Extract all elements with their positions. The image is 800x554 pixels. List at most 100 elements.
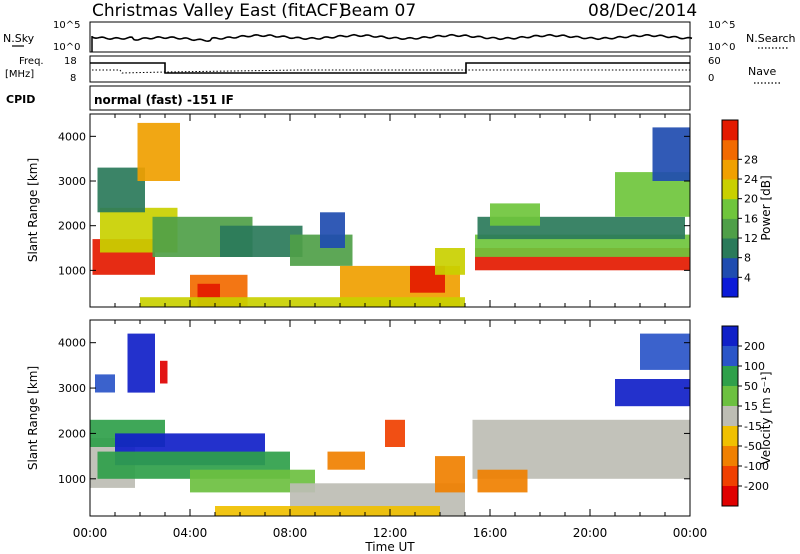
velocity-region [477,469,528,493]
velocity-colorbar-tick-label: -50 [744,440,762,453]
velocity-colorbar-swatch [722,386,738,407]
velocity-ytick-label: 1000 [58,473,86,486]
power-colorbar-swatch [722,257,738,278]
velocity-region [327,451,365,470]
nsky-series-line [91,33,693,43]
x-tick-label: 04:00 [173,526,208,540]
velocity-colorbar-tick-label: 15 [744,400,758,413]
power-colorbar-tick-label: 8 [744,252,751,265]
velocity-region [435,456,465,493]
power-colorbar-swatch [722,277,738,298]
x-tick-label: 00:00 [673,526,708,540]
velocity-colorbar-swatch [722,346,738,367]
power-region [97,167,145,213]
nsearch-tick-low: 10^0 [708,42,735,53]
power-colorbar-tick-label: 12 [744,232,758,245]
power-colorbar-swatch [722,159,738,180]
velocity-colorbar-swatch [722,446,738,467]
velocity-region [640,333,690,370]
velocity-colorbar-tick-label: 100 [744,360,765,373]
cpid-mode: normal (fast) -151 IF [94,93,234,107]
velocity-ytick-label: 3000 [58,382,86,395]
power-colorbar-tick-label: 28 [744,153,758,166]
nsky-tick-high: 10^5 [53,20,80,31]
nave-label: Nave [748,65,776,78]
velocity-colorbar-swatch [722,366,738,387]
velocity-region [95,374,115,393]
velocity-region [215,506,440,516]
velocity-colorbar-tick-label: -200 [744,480,769,493]
beam-label: Beam 07 [340,1,416,21]
nsky-tick-low: 10^0 [53,42,80,53]
power-colorbar-tick-label: 20 [744,193,758,206]
power-colorbar-swatch [722,179,738,200]
power-region [220,225,303,257]
nave-tick-high: 60 [708,56,721,67]
freq-unit-label: [MHz] [5,69,34,80]
velocity-colorbar-swatch [722,326,738,347]
velocity-colorbar-swatch [722,406,738,427]
power-colorbar-swatch [722,139,738,160]
x-tick-label: 12:00 [373,526,408,540]
velocity-colorbar-label: Velocity [m s⁻¹] [759,371,773,464]
velocity-colorbar-tick-label: 200 [744,340,765,353]
nave-tick-low: 0 [708,73,714,84]
velocity-colorbar-swatch [722,466,738,487]
cpid-panel-frame [89,85,691,111]
nsearch-tick-high: 10^5 [708,20,735,31]
power-colorbar-swatch [722,198,738,219]
x-tick-label: 00:00 [73,526,108,540]
power-colorbar-swatch [722,218,738,239]
freq-panel-frame [89,55,691,83]
power-colorbar-tick-label: 4 [744,271,751,284]
velocity-ytick-label: 4000 [58,337,86,350]
power-ytick-label: 3000 [58,175,86,188]
velocity-colorbar-swatch [722,486,738,507]
power-region [652,127,690,181]
station-title: Christmas Valley East (fitACF) [92,1,345,21]
x-tick-label: 08:00 [273,526,308,540]
power-colorbar-swatch [722,120,738,141]
velocity-region [472,419,690,479]
date-label: 08/Dec/2014 [588,1,697,21]
freq-series-line [90,62,690,74]
power-colorbar-frame [721,119,739,298]
velocity-region [127,333,155,393]
velocity-region [160,360,168,384]
velocity-region [190,469,315,493]
power-colorbar-tick-label: 24 [744,173,758,186]
nsky-panel-frame [89,21,691,53]
velocity-colorbar-tick-label: 50 [744,380,758,393]
power-colorbar-label: Power [dB] [759,175,773,240]
velocity-region [615,379,690,407]
power-region [140,297,465,307]
power-ytick-label: 1000 [58,264,86,277]
velocity-ytick-label: 2000 [58,427,86,440]
freq-label: Freq. [19,56,44,67]
velocity-colorbar-tick-label: -100 [744,460,769,473]
power-colorbar-tick-label: 16 [744,212,758,225]
velocity-colorbar-frame [721,325,739,507]
x-tick-label: 16:00 [473,526,508,540]
power-region [137,122,180,181]
velocity-region [385,419,405,447]
power-ytick-label: 2000 [58,220,86,233]
power-axes: 1000 2000 3000 4000 [58,114,691,307]
power-colorbar-swatch [722,238,738,259]
power-colorbar: 4 8 12 16 20 24 28 [721,119,758,298]
cpid-label: CPID [6,93,35,106]
velocity-y-axis-label: Slant Range [km] [26,366,40,470]
power-region [435,248,465,275]
velocity-colorbar-swatch [722,426,738,447]
x-axis-ticks: 00:00 04:00 08:00 12:00 16:00 20:00 00:00 [73,526,708,540]
freq-tick-low: 8 [70,73,76,84]
velocity-colorbar: 200 100 50 15 -15 -50 -100 -200 [721,325,769,507]
freq-tick-high: 18 [64,56,77,67]
power-region [320,212,345,248]
nave-series-line [92,69,690,74]
nsky-label: N.Sky [3,32,35,45]
velocity-heatmap-cells [90,333,690,516]
power-region [475,234,690,257]
power-heatmap-cells [92,122,690,307]
